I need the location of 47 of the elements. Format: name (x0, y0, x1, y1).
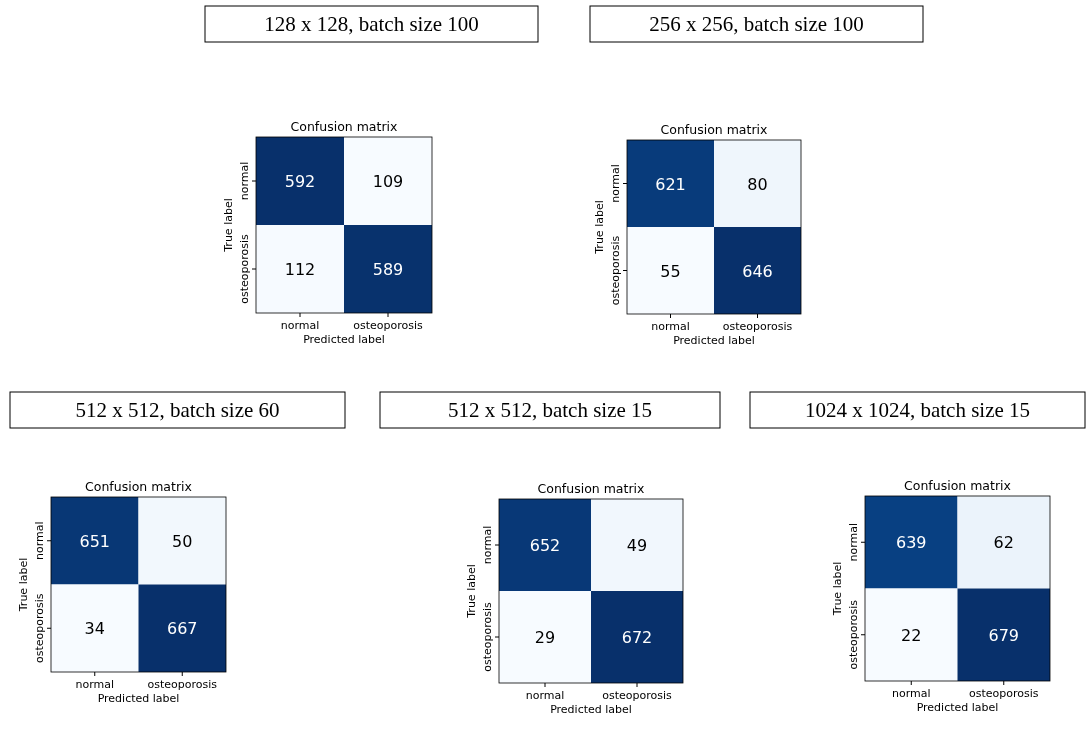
x-axis-title: Predicted label (550, 703, 632, 716)
data-label: 50 (172, 531, 193, 551)
chart-title: 512 x 512, batch size 60 (75, 398, 280, 422)
data-label: 652 (529, 536, 561, 555)
chart-subtitle: Confusion matrix (904, 478, 1011, 493)
x-tick-label: normal (280, 319, 320, 332)
data-label: 646 (742, 261, 773, 281)
y-axis-title: True label (222, 198, 235, 253)
x-axis-title: Predicted label (916, 701, 999, 714)
x-axis-title: Predicted label (673, 334, 755, 347)
data-label: 22 (901, 625, 922, 645)
data-label: 672 (621, 628, 653, 647)
data-label: 55 (660, 261, 681, 281)
data-label: 112 (284, 260, 316, 279)
chart-title: 512 x 512, batch size 15 (447, 398, 653, 422)
x-tick-label: osteoporosis (353, 319, 424, 332)
chart-title: 1024 x 1024, batch size 15 (804, 398, 1031, 422)
data-label: 49 (626, 536, 648, 555)
y-axis-title: True label (17, 557, 30, 613)
data-label: 80 (747, 174, 768, 194)
x-tick-label: normal (525, 689, 565, 702)
data-label: 651 (79, 531, 111, 551)
x-tick-label: normal (651, 320, 690, 333)
data-label: 639 (895, 533, 927, 553)
x-tick-label: osteoporosis (722, 320, 793, 333)
data-label: 679 (988, 625, 1020, 645)
chart-subtitle: Confusion matrix (537, 481, 645, 496)
chart-title: 256 x 256, batch size 100 (649, 12, 864, 36)
y-axis-title: True label (831, 561, 844, 617)
data-label: 592 (284, 172, 316, 191)
x-tick-label: osteoporosis (968, 687, 1039, 700)
y-axis-title: True label (465, 564, 478, 619)
data-label: 29 (534, 628, 556, 647)
chart-subtitle: Confusion matrix (660, 122, 768, 137)
data-label: 109 (372, 172, 404, 191)
x-tick-label: normal (891, 687, 931, 700)
y-axis-title: True label (593, 200, 606, 255)
data-label: 621 (655, 174, 686, 194)
data-label: 667 (166, 619, 198, 639)
x-axis-title: Predicted label (97, 692, 180, 705)
chart-title: 128 x 128, batch size 100 (264, 12, 479, 36)
data-label: 62 (993, 533, 1014, 553)
chart-subtitle: Confusion matrix (290, 119, 398, 134)
x-axis-title: Predicted label (303, 333, 385, 346)
data-label: 589 (372, 260, 404, 279)
chart-subtitle: Confusion matrix (85, 479, 192, 494)
data-label: 34 (84, 619, 105, 639)
